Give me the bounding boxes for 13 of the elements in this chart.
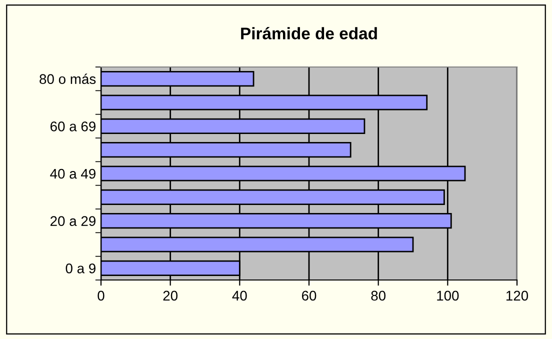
x-tick-label: 0 [98,290,104,301]
x-tick-label: 100 [437,290,459,301]
y-tick-label: 80 o más [40,74,96,84]
x-tick-label: 80 [371,290,386,301]
x-tick-label: 40 [232,290,247,301]
y-tick-label: 20 a 29 [50,216,96,226]
y-tick-label: 60 a 69 [50,122,96,132]
x-tick-label: 120 [506,290,528,301]
y-tick-label: 40 a 49 [50,168,96,179]
x-tick-label: 20 [163,290,178,301]
x-tick-label: 60 [302,290,316,301]
y-tick-label: 0 a 9 [66,264,96,274]
chart-title: Pirámide de edad [241,27,377,40]
